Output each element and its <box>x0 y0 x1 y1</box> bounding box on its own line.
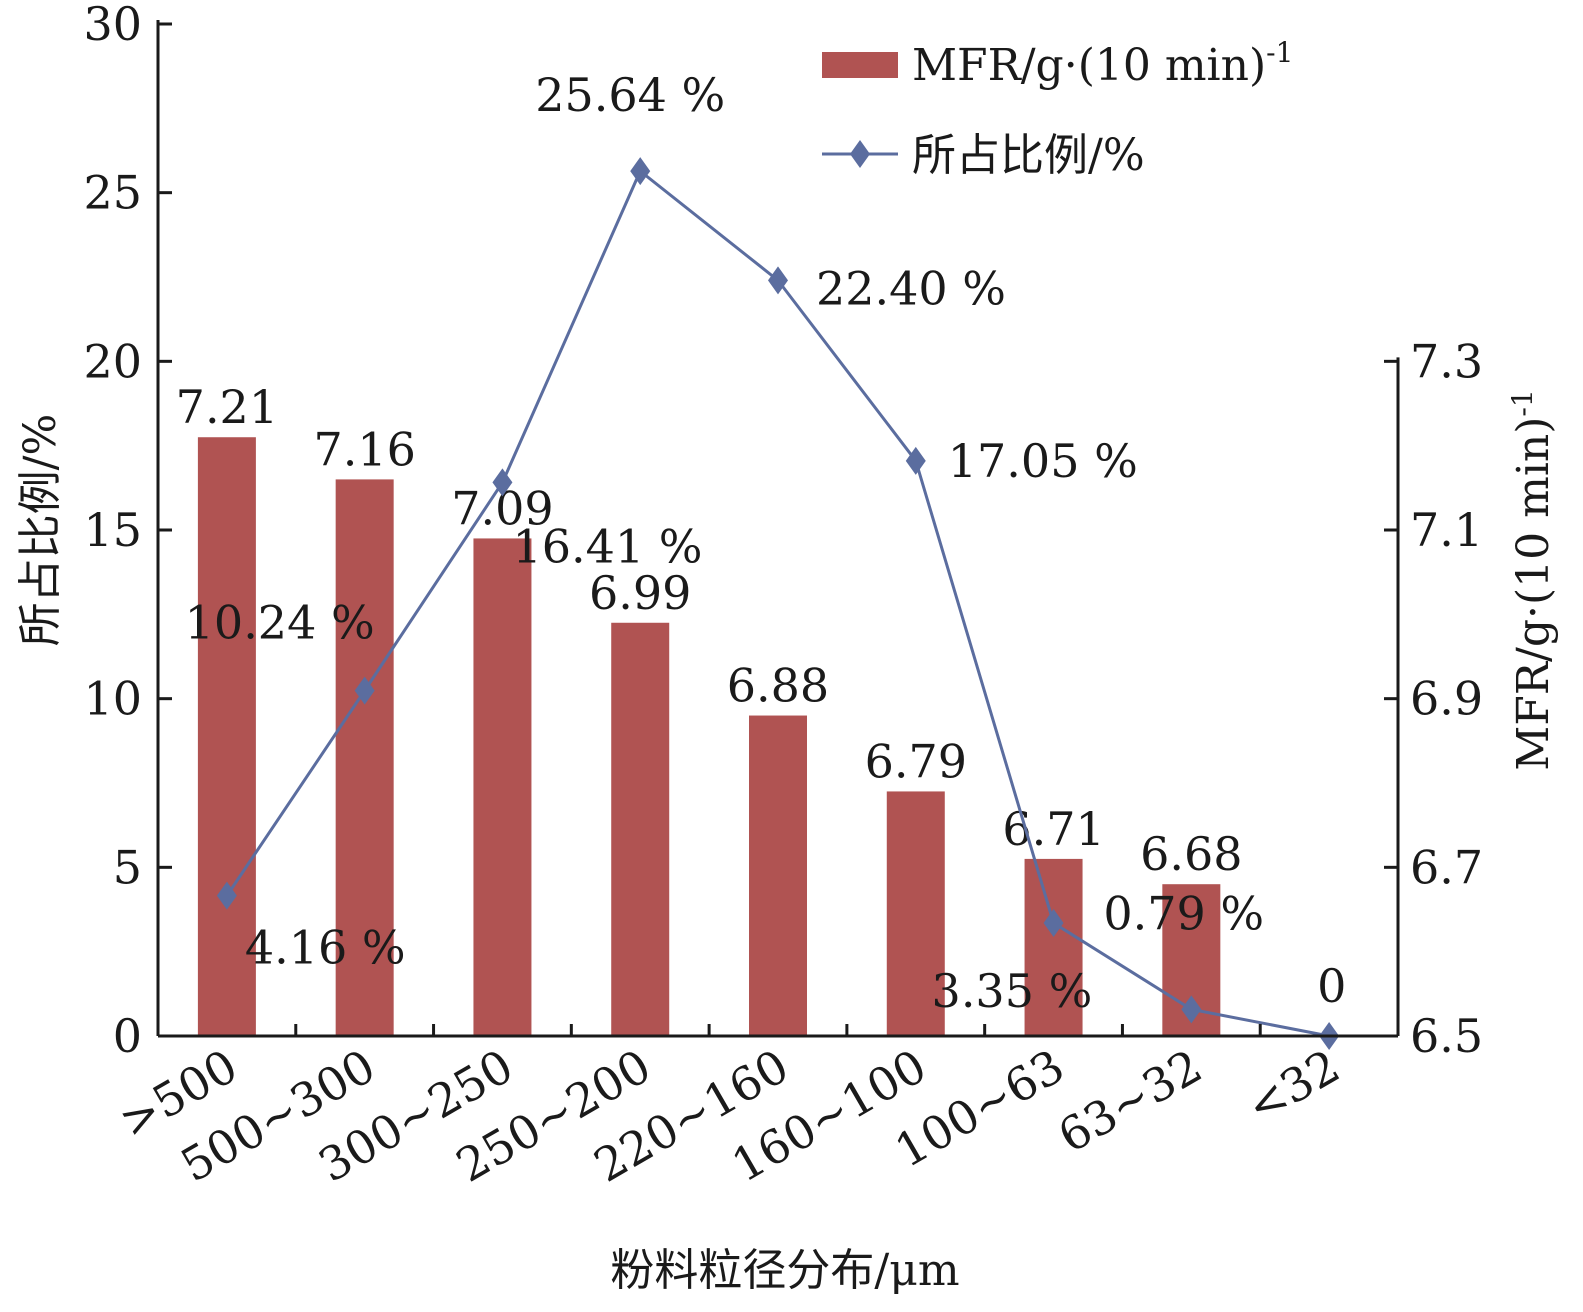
ratio-value-label: 16.41 % <box>512 519 702 573</box>
y-right-tick-label: 6.7 <box>1410 840 1483 894</box>
legend-label-mfr: MFR/g·(10 min)-1 <box>912 36 1293 91</box>
bar-mfr <box>197 437 256 1036</box>
ratio-value-label: 17.05 % <box>948 434 1138 488</box>
bar-value-label: 7.16 <box>313 422 415 476</box>
legend-label-ratio: 所占比例/% <box>912 130 1145 181</box>
ratio-marker <box>630 157 651 186</box>
bar-mfr <box>473 538 532 1036</box>
bar-value-label: 7.21 <box>176 380 278 434</box>
ratio-marker <box>905 446 926 475</box>
y-left-tick-label: 20 <box>83 334 142 388</box>
ratio-value-label: 10.24 % <box>185 596 375 650</box>
y-left-tick-labels: 0 5 10 15 20 25 30 <box>83 0 142 1063</box>
bar-value-label: 6.68 <box>1140 827 1242 881</box>
axes-layer <box>156 20 1400 1038</box>
ratio-value-label: 22.40 % <box>816 261 1006 315</box>
bar-mfr <box>1024 858 1083 1036</box>
x-tick-label: 63~32 <box>1049 1039 1211 1164</box>
ratio-value-label: 0.79 % <box>1103 886 1264 940</box>
y-left-tick-label: 25 <box>83 166 142 220</box>
legend-marker-ratio <box>850 140 870 168</box>
y-left-axis-title: 所占比例/% <box>15 414 66 647</box>
y-right-axis-title-sup: -1 <box>1506 389 1539 416</box>
y-left-tick-label: 15 <box>83 503 142 557</box>
bar-value-label: 6.71 <box>1002 802 1104 856</box>
y-left-tick-label: 0 <box>113 1009 142 1063</box>
y-right-tick-label: 7.3 <box>1410 334 1483 388</box>
ratio-value-label: 0 <box>1317 959 1346 1013</box>
x-axis-title: 粉料粒径分布/μm <box>610 1245 959 1296</box>
bar-value-label: 6.79 <box>865 734 967 788</box>
legend-swatch-mfr <box>822 52 898 78</box>
bar-value-label: 6.88 <box>727 659 829 713</box>
bar-value-label: 6.99 <box>589 566 691 620</box>
bar-mfr <box>611 622 670 1036</box>
legend: MFR/g·(10 min)-1 所占比例/% <box>822 36 1293 181</box>
ratio-marker <box>216 881 237 910</box>
y-left-tick-label: 5 <box>113 840 142 894</box>
ratio-value-label: 3.35 % <box>932 964 1093 1018</box>
line-labels-layer: 4.16 % 10.24 % 16.41 % 25.64 % 22.40 % 17.05 … <box>185 68 1347 1018</box>
bar-mfr <box>886 791 945 1036</box>
ratio-marker <box>768 266 788 295</box>
y-right-tick-label: 6.9 <box>1410 672 1483 726</box>
y-left-tick-label: 30 <box>83 0 142 51</box>
y-right-tick-labels: 6.5 6.7 6.9 7.1 7.3 <box>1410 334 1483 1063</box>
ratio-value-label: 25.64 % <box>535 68 725 122</box>
bar-mfr <box>749 715 807 1036</box>
x-tick-label: <32 <box>1238 1039 1349 1134</box>
y-right-axis-title: MFR/g·(10 min)-1 <box>1506 389 1559 770</box>
ratio-marker <box>492 468 513 497</box>
ratio-marker <box>354 676 375 705</box>
y-right-axis-title-main: MFR/g·(10 min) <box>1508 417 1559 771</box>
ratio-marker <box>1181 995 1202 1024</box>
y-right-tick-label: 6.5 <box>1410 1009 1483 1063</box>
bar-labels-layer: 7.217.167.096.996.886.796.71 6.68 <box>176 380 1243 881</box>
ratio-marker <box>1043 908 1064 937</box>
line-layer <box>216 157 1340 1050</box>
y-left-tick-label: 10 <box>83 672 142 726</box>
x-tick-labels: >500500~300300~250250~200220~160160~1001… <box>110 1039 1349 1193</box>
ratio-value-label: 4.16 % <box>245 921 406 975</box>
bar-mfr <box>335 479 394 1036</box>
y-right-tick-label: 7.1 <box>1410 503 1483 557</box>
